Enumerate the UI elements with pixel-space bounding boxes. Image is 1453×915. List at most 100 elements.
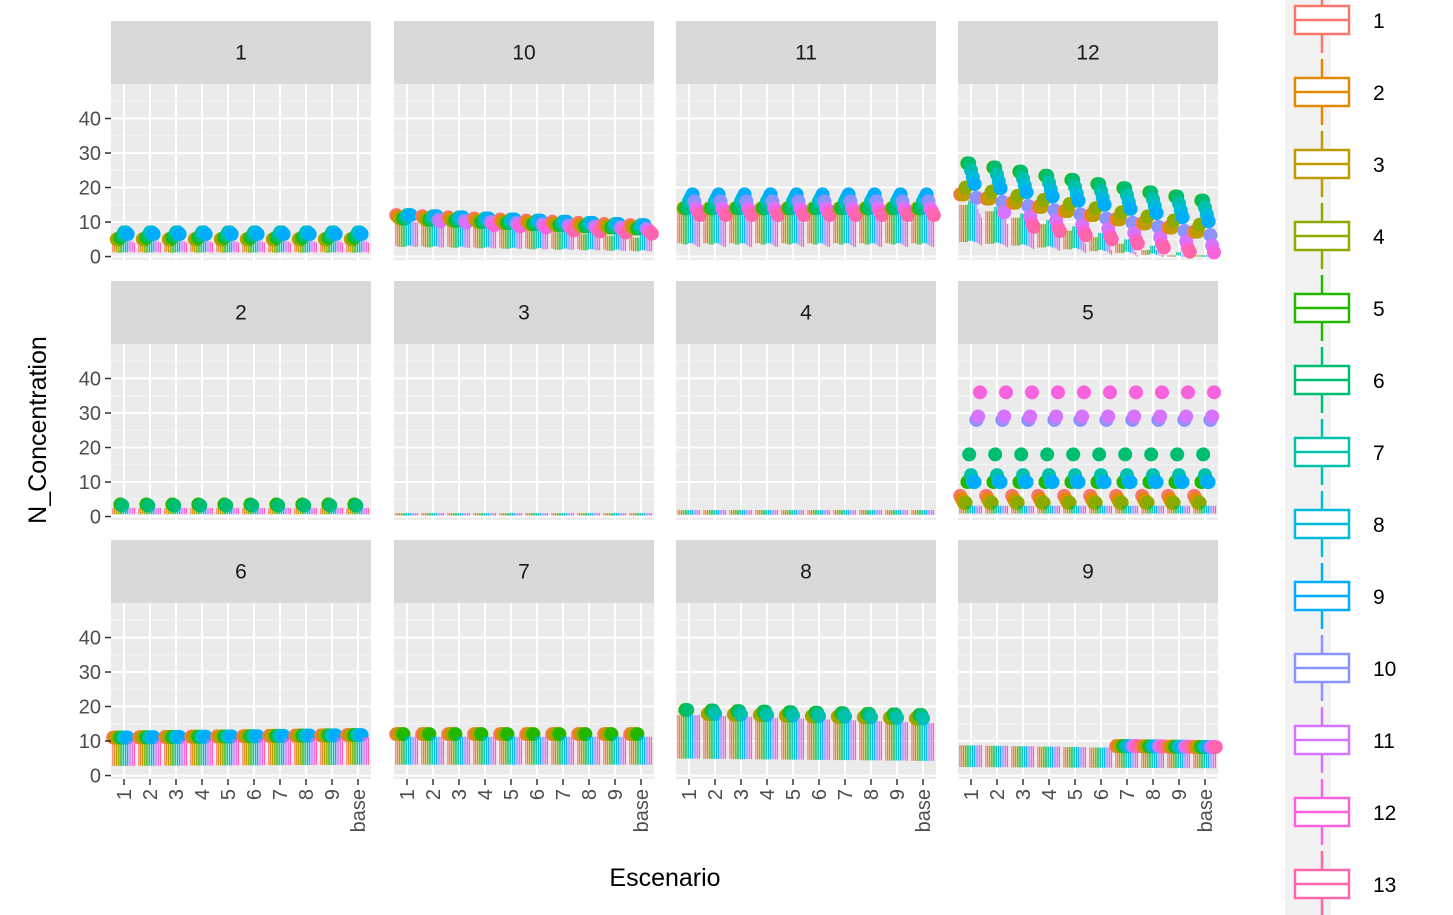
box (922, 510, 924, 515)
box (591, 736, 593, 765)
box (280, 507, 283, 515)
box (968, 200, 970, 241)
box (997, 206, 1000, 243)
box (762, 510, 764, 515)
box (204, 241, 206, 253)
box (432, 513, 434, 516)
box (515, 736, 517, 765)
box (842, 720, 844, 761)
box (211, 739, 214, 766)
box (303, 738, 305, 766)
box (1094, 237, 1096, 252)
box (459, 736, 462, 765)
box (980, 505, 983, 514)
box (227, 242, 229, 253)
box (308, 241, 310, 253)
box (1014, 217, 1017, 246)
box (208, 739, 210, 766)
box (1193, 749, 1195, 769)
box (251, 242, 253, 253)
box (221, 242, 223, 253)
box (242, 738, 244, 766)
box (1065, 230, 1067, 250)
box (851, 217, 853, 246)
box (767, 717, 770, 760)
box (1109, 245, 1111, 254)
box (442, 736, 445, 765)
outlier-point (1077, 385, 1091, 400)
box (305, 242, 307, 253)
box (802, 510, 805, 515)
box (879, 721, 881, 761)
box (847, 209, 849, 244)
box (1072, 747, 1074, 768)
box (415, 513, 417, 516)
box (732, 209, 735, 244)
box (643, 233, 645, 251)
box (256, 241, 258, 253)
box (397, 219, 399, 247)
box (534, 230, 536, 250)
box (315, 242, 318, 253)
box (171, 740, 173, 766)
legend-item-12: 12 (1293, 779, 1396, 845)
box (219, 739, 222, 766)
box (1185, 505, 1187, 514)
box (1133, 505, 1135, 514)
box (1107, 241, 1109, 253)
box (398, 513, 401, 516)
box (130, 241, 132, 253)
outlier-point (926, 208, 941, 223)
box (493, 736, 495, 765)
box (1081, 505, 1083, 514)
facet-strip-label: 7 (518, 561, 530, 584)
box (1025, 505, 1027, 514)
box (890, 213, 892, 245)
box (741, 209, 744, 244)
box (447, 513, 449, 516)
box (437, 221, 439, 247)
box (775, 510, 777, 515)
box (421, 219, 423, 247)
box (280, 738, 283, 766)
box (971, 505, 974, 514)
y-tick-label: 30 (79, 403, 101, 425)
box (173, 740, 175, 766)
box (357, 737, 359, 765)
box (565, 736, 567, 765)
box (1155, 505, 1157, 514)
box (842, 213, 844, 245)
box (577, 736, 579, 765)
box (577, 229, 579, 250)
box (589, 229, 592, 250)
box (961, 745, 963, 768)
box (126, 741, 128, 766)
facet-strip (958, 21, 1218, 84)
box (476, 513, 479, 516)
box (680, 209, 683, 244)
box (1115, 243, 1117, 253)
box (1170, 255, 1173, 257)
box (750, 510, 753, 515)
box (641, 513, 644, 516)
box (638, 513, 640, 516)
outlier-point (1181, 385, 1195, 400)
box (758, 510, 761, 515)
box (773, 717, 775, 760)
box (482, 227, 484, 249)
box (312, 507, 314, 515)
box (237, 242, 240, 253)
box (966, 204, 968, 243)
box (721, 510, 723, 515)
box (1155, 748, 1157, 768)
box (743, 209, 745, 244)
box (1195, 505, 1197, 514)
box (262, 738, 264, 766)
box (1200, 749, 1202, 769)
box (400, 222, 402, 247)
box (208, 241, 210, 253)
box (603, 513, 605, 516)
legend-label: 13 (1373, 874, 1396, 897)
box (138, 507, 140, 515)
